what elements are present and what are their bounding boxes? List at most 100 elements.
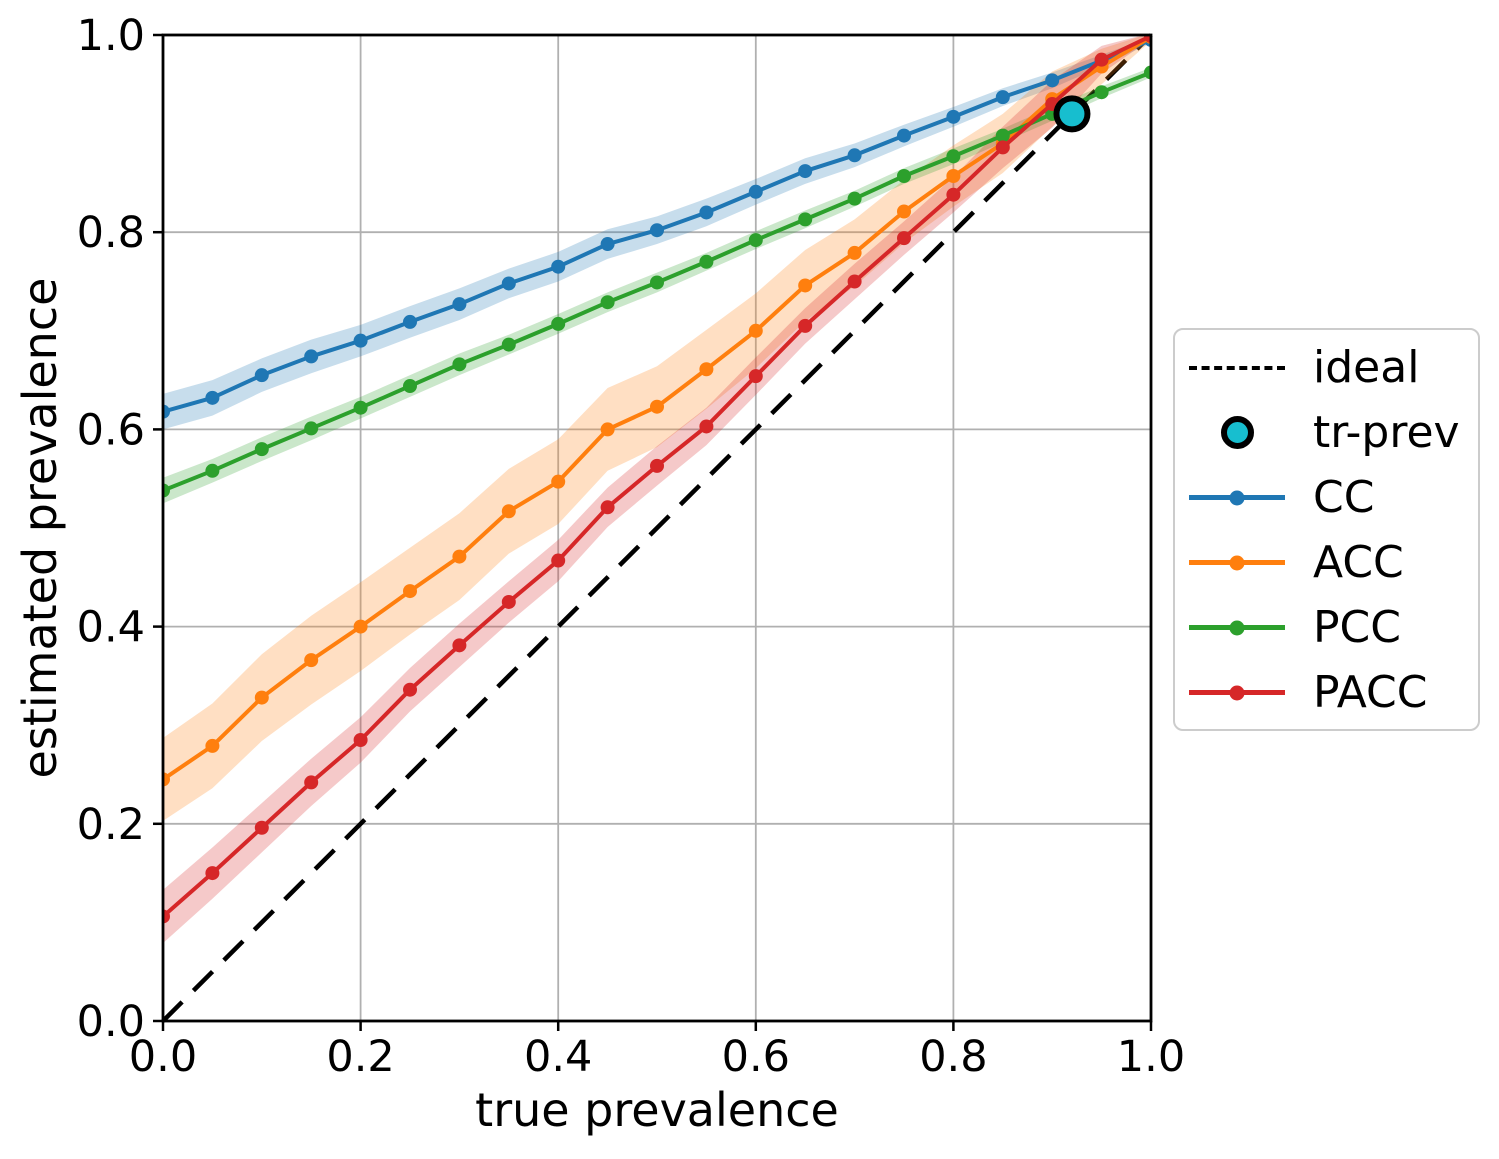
axes-spines	[161, 33, 1153, 1023]
point-PCC	[847, 191, 862, 206]
point-PCC	[600, 295, 615, 310]
x-tick-label: 0.4	[524, 1032, 592, 1082]
point-PCC	[1144, 65, 1151, 80]
point-PCC	[995, 128, 1010, 143]
dashed-line-icon	[1189, 348, 1285, 388]
point-ACC	[798, 278, 813, 293]
point-ACC	[897, 204, 911, 219]
legend-label: tr-prev	[1313, 406, 1460, 458]
point-PCC	[699, 254, 714, 269]
point-PACC	[600, 500, 615, 515]
series-lines	[163, 35, 1151, 924]
legend-item-ideal: ideal	[1175, 335, 1478, 400]
point-ACC	[501, 504, 516, 519]
y-axis-label: estimated prevalence	[13, 277, 67, 779]
point-ACC	[163, 772, 170, 787]
point-PACC	[452, 638, 467, 653]
y-tick-label: 0.0	[77, 997, 145, 1047]
point-PACC	[254, 820, 269, 835]
point-CC	[551, 259, 566, 274]
band-PACC	[163, 35, 1151, 944]
point-CC	[254, 368, 269, 383]
point-PACC	[798, 318, 813, 333]
x-tick-label: 0.2	[326, 1032, 394, 1082]
legend-item-pcc: PCC	[1175, 595, 1478, 660]
x-axis-label: true prevalence	[475, 1083, 839, 1137]
point-PCC	[254, 442, 269, 457]
point-CC	[699, 205, 714, 220]
point-ACC	[403, 584, 417, 599]
legend-item-tr-prev: tr-prev	[1175, 400, 1478, 465]
point-PCC	[205, 463, 220, 478]
point-ACC	[304, 653, 319, 668]
point-PCC	[501, 337, 516, 352]
point-CC	[501, 276, 516, 291]
point-ACC	[699, 362, 714, 377]
line-marker-icon	[1189, 673, 1285, 713]
point-CC	[205, 390, 220, 405]
legend-label: ideal	[1313, 341, 1420, 393]
legend-item-cc: CC	[1175, 465, 1478, 530]
point-PCC	[452, 357, 467, 372]
point-ACC	[205, 738, 220, 753]
point-PCC	[946, 149, 961, 164]
point-ACC	[600, 422, 615, 437]
point-PACC	[847, 274, 862, 289]
line-marker-icon	[1189, 543, 1285, 583]
point-CC	[403, 314, 417, 329]
point-PACC	[995, 140, 1010, 155]
point-CC	[897, 128, 911, 143]
point-PACC	[403, 682, 417, 697]
point-CC	[304, 349, 319, 364]
confidence-bands	[163, 35, 1151, 944]
legend-label: ACC	[1313, 536, 1404, 588]
point-ACC	[551, 474, 566, 489]
point-PCC	[1094, 85, 1109, 100]
point-PACC	[1094, 52, 1109, 67]
point-PACC	[1144, 35, 1151, 43]
point-PCC	[897, 168, 911, 183]
point-PACC	[163, 909, 170, 924]
point-PACC	[551, 553, 566, 568]
point-CC	[798, 164, 813, 179]
legend-item-pacc: PACC	[1175, 660, 1478, 725]
point-PACC	[699, 419, 714, 434]
point-ACC	[353, 619, 368, 634]
point-PACC	[353, 732, 368, 747]
point-CC	[163, 404, 170, 419]
point-CC	[452, 297, 467, 312]
point-CC	[353, 333, 368, 348]
y-tick-label: 0.4	[77, 603, 145, 653]
point-PCC	[163, 483, 170, 498]
point-PCC	[353, 400, 368, 415]
circle-marker-icon	[1189, 413, 1285, 453]
point-CC	[847, 148, 862, 163]
point-CC	[600, 237, 615, 252]
line-marker-icon	[1189, 478, 1285, 518]
point-PCC	[748, 233, 763, 248]
point-ACC	[452, 549, 467, 564]
x-tick-label: 0.0	[129, 1032, 197, 1082]
point-PCC	[650, 275, 664, 290]
x-tick-label: 0.8	[919, 1032, 987, 1082]
ideal-line	[161, 33, 1153, 1023]
point-PACC	[304, 775, 319, 790]
point-CC	[1045, 73, 1060, 88]
axis-ticks: 0.0 0.2 0.4 0.6 0.8 1.0 0.0 0.2 0.4 0.6 0.8 1.0	[77, 11, 1186, 1082]
point-PCC	[304, 421, 319, 436]
point-ACC	[254, 690, 269, 705]
point-ACC	[946, 168, 961, 183]
point-PACC	[748, 369, 763, 384]
point-ACC	[650, 399, 664, 414]
legend-label: PCC	[1313, 601, 1401, 653]
y-tick-label: 0.6	[77, 405, 145, 455]
line-marker-icon	[1189, 608, 1285, 648]
point-PACC	[501, 594, 516, 609]
x-tick-label: 0.6	[722, 1032, 790, 1082]
point-PCC	[403, 379, 417, 394]
y-tick-label: 1.0	[77, 11, 145, 61]
point-PACC	[897, 231, 911, 246]
point-PACC	[650, 458, 664, 473]
